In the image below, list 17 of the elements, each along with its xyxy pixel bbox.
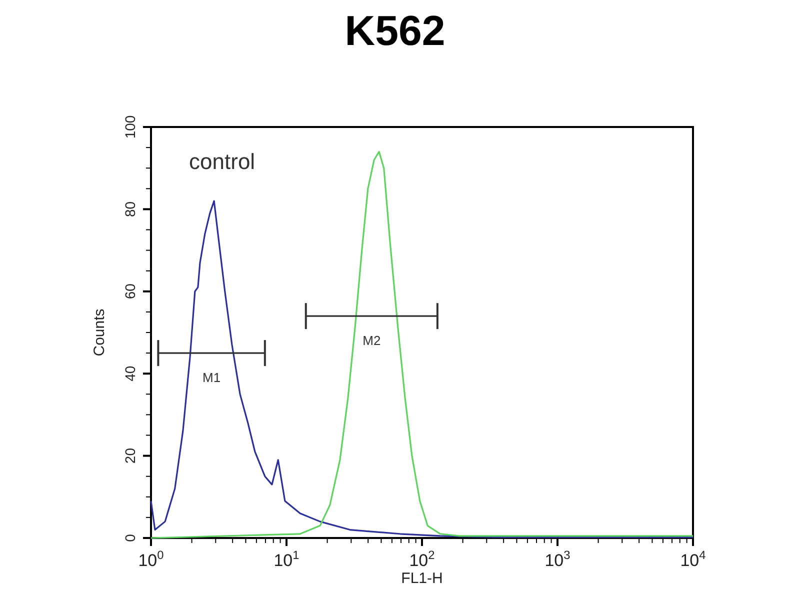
x-tick-label: 10$^{2}$	[409, 548, 436, 570]
x-tick-label: 10$^{3}$	[544, 548, 571, 570]
y-axis-title: Counts	[91, 308, 108, 356]
series-label: M2	[362, 333, 381, 348]
y-tick-label: 80	[122, 201, 138, 217]
y-tick-label: 0	[122, 534, 138, 542]
series-label: M1	[202, 370, 221, 386]
x-tick-label: 10$^{0}$	[138, 548, 164, 570]
series-label: control	[189, 148, 256, 174]
y-tick-label: 100	[122, 115, 138, 139]
y-tick-label: 60	[122, 283, 138, 300]
chart-title: K562	[344, 7, 446, 54]
y-tick-label: 20	[122, 448, 138, 464]
x-axis-title: FL1-H	[401, 570, 443, 587]
x-tick-label: 10$^{1}$	[274, 548, 300, 570]
x-tick-label: 10$^{4}$	[680, 548, 706, 570]
y-tick-label: 40	[122, 366, 138, 382]
